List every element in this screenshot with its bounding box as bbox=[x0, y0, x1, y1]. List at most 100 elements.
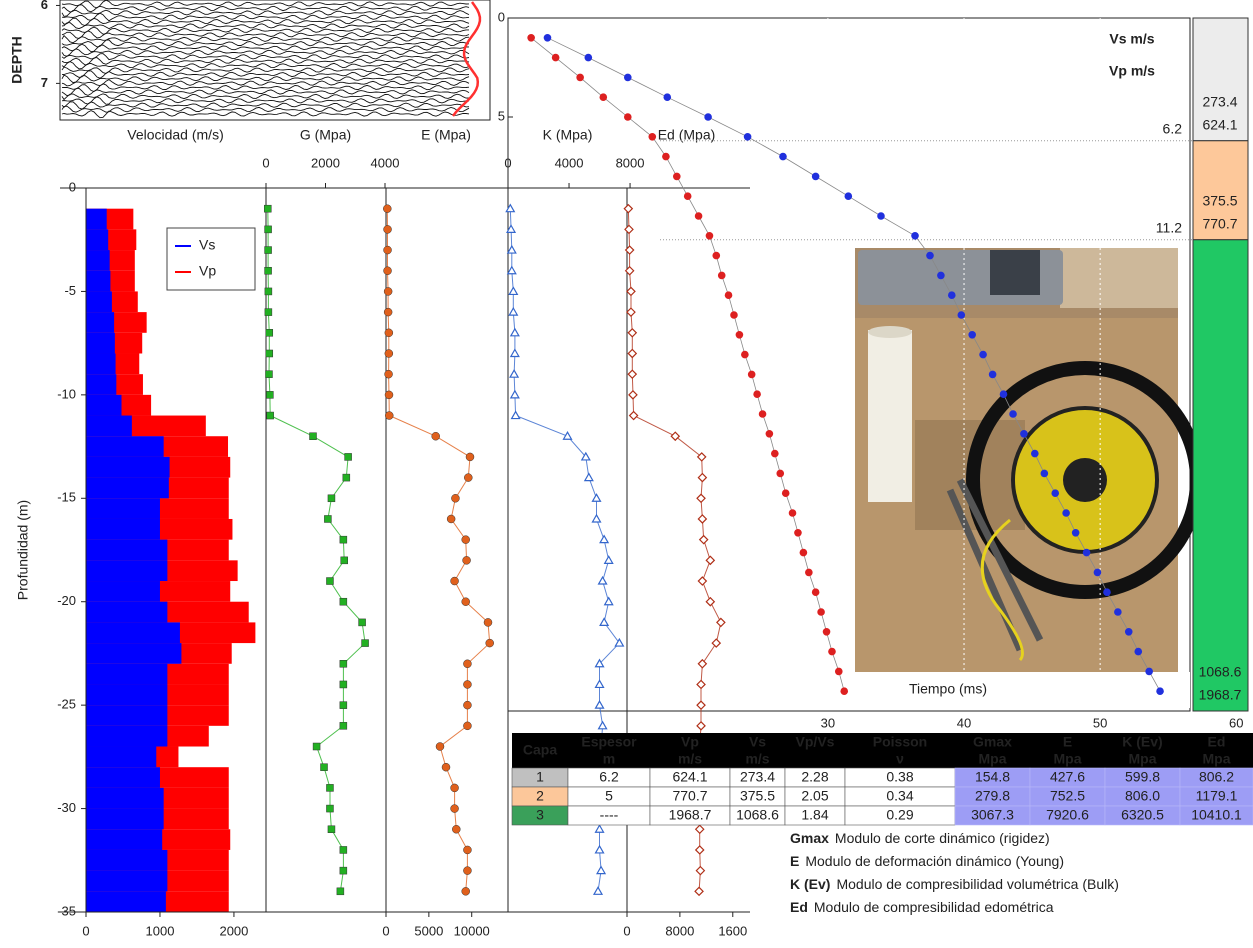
unit-cell: m/s bbox=[745, 751, 769, 767]
travel-point bbox=[544, 34, 552, 42]
marker bbox=[463, 660, 471, 668]
marker bbox=[462, 598, 470, 606]
y-tick-label: 0 bbox=[498, 9, 505, 24]
x-tick-label: 2000 bbox=[311, 155, 340, 170]
velocity-bar bbox=[86, 871, 167, 892]
velocity-bar bbox=[86, 891, 166, 912]
table-cell: 3067.3 bbox=[971, 807, 1014, 823]
table-cell: ---- bbox=[600, 807, 619, 823]
marker bbox=[697, 494, 705, 502]
travel-point bbox=[741, 351, 749, 359]
marker bbox=[265, 247, 272, 254]
marker bbox=[451, 805, 459, 813]
velocity-bar bbox=[86, 374, 116, 395]
marker bbox=[592, 515, 600, 522]
travel-point bbox=[712, 252, 720, 260]
table-cell: 770.7 bbox=[672, 788, 707, 804]
travel-point bbox=[812, 588, 820, 596]
marker bbox=[326, 578, 333, 585]
header-cell: Ed bbox=[1208, 734, 1226, 750]
travel-point bbox=[1114, 608, 1122, 616]
velocity-bar bbox=[86, 416, 132, 437]
unit-cell: m bbox=[603, 751, 615, 767]
x-axis-label: K (Mpa) bbox=[543, 127, 593, 143]
marker bbox=[384, 287, 392, 295]
marker bbox=[596, 825, 604, 832]
note-text: Modulo de corte dinámico (rigidez) bbox=[835, 830, 1050, 846]
marker bbox=[599, 577, 607, 584]
marker bbox=[436, 743, 444, 751]
x-tick-label: 1000 bbox=[146, 923, 175, 938]
layer-band bbox=[1193, 240, 1248, 711]
header-cell: Capa bbox=[523, 742, 557, 758]
note-text: Modulo de compresibilidad volumétrica (B… bbox=[836, 876, 1118, 892]
layer-vp: 1968.7 bbox=[1199, 687, 1242, 703]
velocity-bar bbox=[86, 478, 169, 499]
marker bbox=[625, 225, 633, 233]
x-axis-label: Tiempo (ms) bbox=[909, 681, 987, 697]
travel-point bbox=[1125, 628, 1133, 636]
travel-point bbox=[1094, 569, 1102, 577]
velocity-bar bbox=[86, 581, 160, 602]
travel-point bbox=[706, 232, 714, 240]
velocity-bar bbox=[86, 395, 122, 416]
marker bbox=[340, 722, 347, 729]
travel-point bbox=[776, 470, 784, 478]
marker bbox=[265, 371, 272, 378]
y-axis-label: DEPTH bbox=[9, 36, 25, 83]
marker bbox=[630, 412, 638, 420]
travel-point bbox=[800, 549, 808, 557]
travel-point bbox=[805, 569, 813, 577]
x-tick-label: 4000 bbox=[555, 155, 584, 170]
travel-point bbox=[663, 93, 671, 101]
marker bbox=[697, 701, 705, 709]
header-cell: Vs bbox=[749, 734, 766, 750]
marker bbox=[432, 432, 440, 440]
travel-point bbox=[817, 608, 825, 616]
table-cell: 5 bbox=[605, 788, 613, 804]
marker bbox=[511, 391, 519, 398]
legend-label: Vs m/s bbox=[1109, 31, 1154, 47]
travel-point bbox=[1103, 588, 1111, 596]
marker bbox=[362, 640, 369, 647]
travel-point bbox=[527, 34, 535, 42]
table-cell: 752.5 bbox=[1050, 788, 1085, 804]
travel-point bbox=[771, 450, 779, 458]
marker bbox=[462, 536, 470, 544]
travel-point bbox=[958, 311, 966, 319]
travel-point bbox=[576, 74, 584, 82]
travel-point bbox=[1083, 549, 1091, 557]
table-cell: 7920.6 bbox=[1046, 807, 1089, 823]
marker bbox=[599, 722, 607, 729]
marker bbox=[706, 598, 714, 606]
x-tick-label: 50 bbox=[1093, 715, 1107, 730]
travel-point bbox=[730, 311, 738, 319]
marker bbox=[509, 308, 517, 315]
marker bbox=[712, 639, 720, 647]
marker bbox=[462, 887, 470, 895]
layer-vp: 770.7 bbox=[1202, 215, 1237, 231]
marker bbox=[326, 784, 333, 791]
marker bbox=[442, 763, 450, 771]
marker bbox=[512, 412, 520, 419]
marker bbox=[385, 370, 393, 378]
marker bbox=[484, 618, 492, 626]
marker bbox=[697, 680, 705, 688]
velocity-bar bbox=[86, 291, 112, 312]
marker bbox=[624, 205, 632, 213]
x-axis-label: Velocidad (m/s) bbox=[127, 127, 223, 143]
marker bbox=[310, 433, 317, 440]
travel-point bbox=[812, 173, 820, 181]
velocity-bar bbox=[86, 726, 167, 747]
y-tick-label: -30 bbox=[57, 800, 76, 815]
travel-point bbox=[840, 687, 848, 695]
marker bbox=[706, 556, 714, 564]
velocity-bar bbox=[86, 229, 108, 250]
marker bbox=[464, 474, 472, 482]
legend-label: Vp m/s bbox=[1109, 63, 1155, 79]
marker bbox=[466, 453, 474, 461]
velocity-bar bbox=[86, 622, 180, 643]
travel-point bbox=[779, 153, 787, 161]
marker bbox=[447, 515, 455, 523]
